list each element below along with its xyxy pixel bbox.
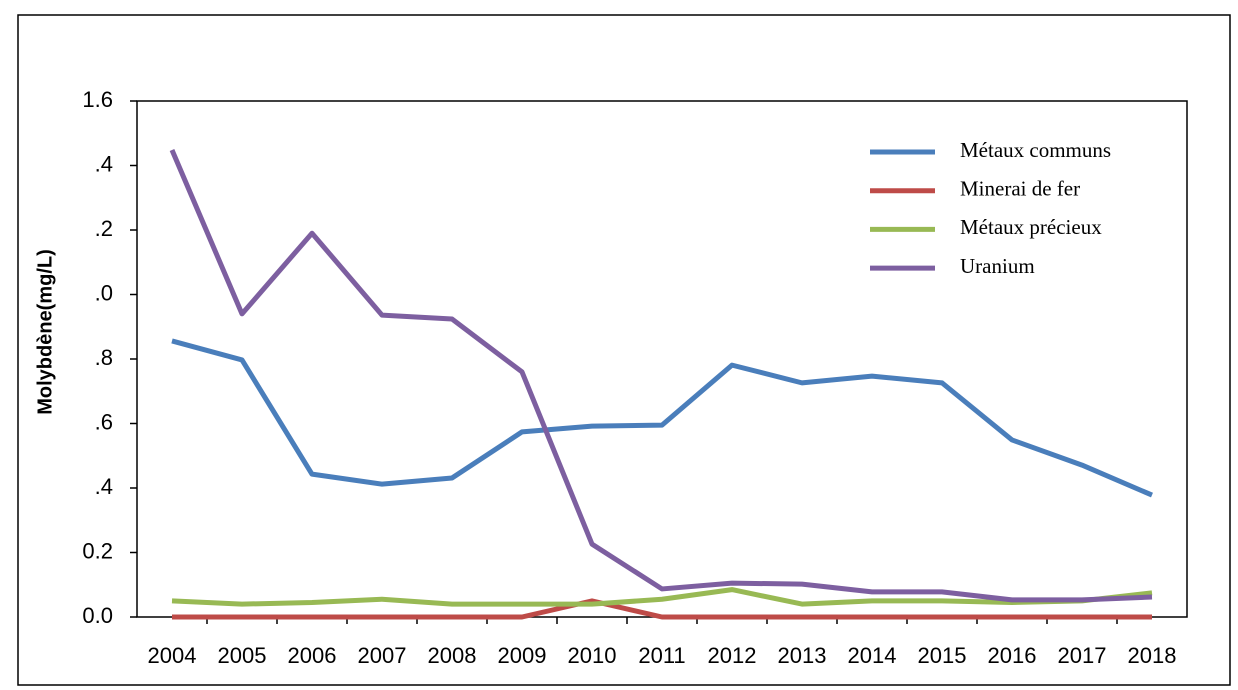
x-tick-label: 2006	[288, 643, 337, 668]
x-tick-label: 2012	[708, 643, 757, 668]
x-tick-label: 2013	[778, 643, 827, 668]
x-tick-label: 2008	[428, 643, 477, 668]
x-tick-label: 2010	[568, 643, 617, 668]
x-tick-label: 2009	[498, 643, 547, 668]
y-axis-label: Molybdène(mg/L)	[34, 249, 56, 415]
x-tick-label: 2005	[218, 643, 267, 668]
y-tick-label: .2	[95, 216, 113, 241]
y-tick-label: .0	[95, 280, 113, 305]
series-line	[169, 149, 1153, 603]
y-tick-label: .4	[95, 151, 113, 176]
x-tick-label: 2014	[848, 643, 897, 668]
x-tick-label: 2011	[638, 643, 685, 668]
y-tick-label: 0.2	[82, 538, 113, 563]
x-tick-label: 2004	[148, 643, 197, 668]
x-tick-label: 2018	[1128, 643, 1177, 668]
chart-frame	[17, 14, 1231, 686]
legend-label: Minerai de fer	[960, 177, 1080, 201]
legend-label: Métaux précieux	[960, 215, 1102, 239]
legend-label: Métaux communs	[960, 138, 1111, 162]
series-line	[171, 587, 1153, 607]
y-tick-label: .4	[95, 474, 113, 499]
series-line	[171, 338, 1153, 498]
x-tick-label: 2007	[358, 643, 407, 668]
y-tick-label: 0.0	[82, 603, 113, 628]
y-tick-label: 1.6	[82, 87, 113, 112]
x-tick-label: 2015	[918, 643, 967, 668]
y-tick-label: .8	[95, 345, 113, 370]
series-line	[172, 598, 1152, 620]
x-tick-label: 2017	[1058, 643, 1107, 668]
x-tick-label: 2016	[988, 643, 1037, 668]
legend-label: Uranium	[960, 254, 1035, 278]
y-tick-label: .6	[95, 409, 113, 434]
